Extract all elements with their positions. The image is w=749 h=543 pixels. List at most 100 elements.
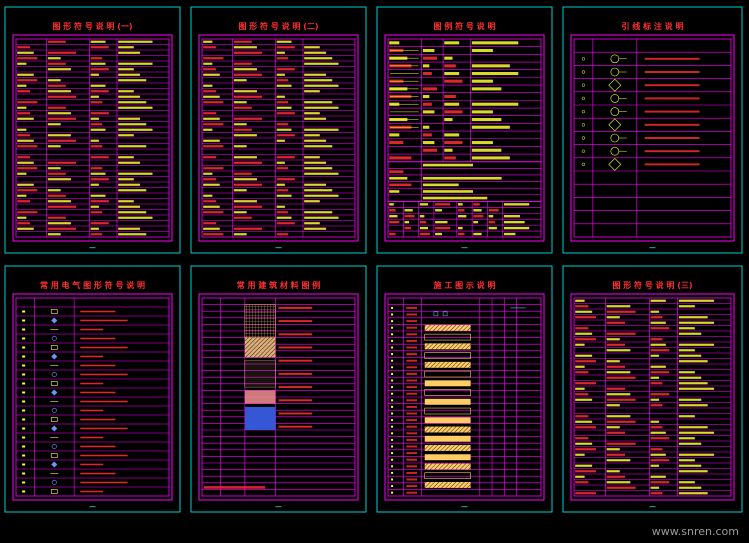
cell-text <box>391 366 394 369</box>
cell-text <box>47 40 66 43</box>
cell-text <box>678 492 708 495</box>
cell-text <box>406 412 418 415</box>
cell-text <box>503 215 521 218</box>
cell-text <box>435 209 442 212</box>
[object SVGGElement] <box>50 381 58 386</box>
cell-text <box>276 216 292 219</box>
cell-text <box>304 194 339 197</box>
cell-text <box>406 379 418 382</box>
cell-text <box>203 112 217 115</box>
cell-text <box>80 337 116 340</box>
cell-text <box>444 118 453 122</box>
cell-text <box>47 112 71 115</box>
cell-text <box>422 125 430 129</box>
note-text <box>204 486 266 489</box>
cell-text <box>422 64 430 68</box>
cell-text <box>391 405 394 408</box>
cell-text <box>80 445 116 448</box>
cell-text <box>233 51 263 54</box>
cell-text <box>90 200 109 203</box>
page-number-mark <box>649 506 656 508</box>
cell-text <box>606 404 620 407</box>
cell-text <box>471 79 493 83</box>
cell-text <box>389 183 412 187</box>
cell-text <box>233 216 252 219</box>
cell-text <box>47 68 71 71</box>
pattern-swatch <box>424 454 471 461</box>
cell-text <box>406 399 418 402</box>
cell-text <box>406 458 418 461</box>
cell-text <box>575 332 593 335</box>
cell-text <box>233 145 247 148</box>
cell-text <box>203 90 217 93</box>
sheet-title: 常 用 电 气 图 形 符 号 说 明 <box>40 280 145 290</box>
cell-text <box>606 360 620 363</box>
cell-text <box>80 436 104 439</box>
cell-text <box>203 205 220 208</box>
cell-text <box>406 392 418 395</box>
cell-text <box>203 123 224 126</box>
cell-text <box>606 486 636 489</box>
cell-text <box>276 84 292 87</box>
cell-text <box>422 133 432 137</box>
cell-text <box>276 211 289 214</box>
cell-text <box>575 360 596 363</box>
cell-text <box>118 79 147 82</box>
cell-text <box>304 200 320 203</box>
cell-text <box>203 145 224 148</box>
cell-text <box>422 48 435 53</box>
cell-text <box>650 420 660 423</box>
cell-text <box>644 71 700 73</box>
cell-text <box>444 95 456 99</box>
cell-text <box>304 189 333 192</box>
cell-text <box>233 95 263 98</box>
cell-text <box>22 409 26 412</box>
cell-text <box>233 183 263 186</box>
cell-text <box>444 41 460 45</box>
cell-text <box>22 346 26 349</box>
pattern-swatch <box>424 398 471 405</box>
sheet-frame <box>4 265 181 513</box>
cell-text <box>422 183 459 187</box>
cell-text <box>276 128 292 131</box>
cell-text <box>391 458 394 461</box>
table-border <box>573 38 732 238</box>
cell-text <box>17 117 34 120</box>
cell-text <box>203 40 213 43</box>
cell-text <box>444 110 463 114</box>
cell-text <box>435 203 451 206</box>
cell-text <box>203 46 217 49</box>
cell-text <box>678 299 715 302</box>
cell-text <box>203 172 213 175</box>
sheet-s8: 图 形 符 号 说 明 (三) <box>562 265 743 513</box>
cell-text <box>276 57 289 60</box>
sheet-frame <box>562 265 743 513</box>
circle-symbol <box>51 407 57 413</box>
cell-text <box>419 232 430 236</box>
cell-text <box>17 167 38 170</box>
cell-text <box>406 425 418 428</box>
sheet-s7: 施 工 图 示 说 明 <box>376 265 553 513</box>
cell-text <box>118 46 134 49</box>
cell-text <box>118 62 153 65</box>
cell-text <box>203 227 220 230</box>
cell-text <box>435 232 442 236</box>
cell-text <box>80 328 104 331</box>
cell-text <box>391 432 394 435</box>
cell-text <box>90 123 103 126</box>
sheet-inner-border <box>12 34 173 242</box>
cell-text <box>80 373 128 376</box>
cell-text <box>80 409 104 412</box>
cell-text <box>389 209 396 212</box>
cell-text <box>276 68 295 71</box>
cell-text <box>606 349 631 352</box>
diamond-symbol <box>608 78 622 92</box>
watermark-text: www.snren.com <box>651 525 739 538</box>
cell-text <box>422 141 435 145</box>
cell-text <box>47 51 77 54</box>
cell-text <box>606 332 636 335</box>
cell-text <box>17 200 31 203</box>
pattern-outline <box>424 333 471 341</box>
cell-text <box>575 420 593 423</box>
cell-text <box>276 46 295 49</box>
